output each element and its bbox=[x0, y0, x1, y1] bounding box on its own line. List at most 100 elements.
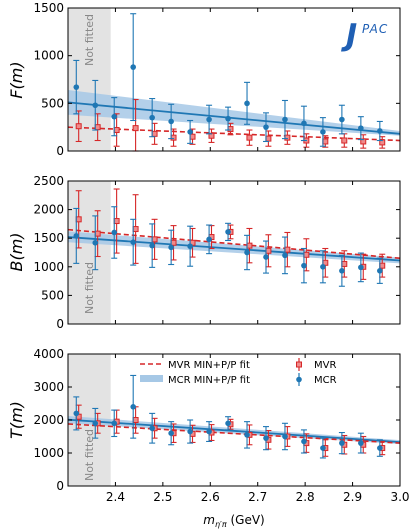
jpac-logo: J PAC bbox=[341, 18, 388, 53]
mcr-point bbox=[339, 116, 345, 123]
mcr-point bbox=[149, 425, 155, 432]
mcr-fit-line bbox=[68, 236, 400, 262]
y-tick-label: 1000 bbox=[33, 49, 64, 63]
x-tick-label: 3.0 bbox=[390, 490, 409, 504]
mvr-point bbox=[94, 230, 101, 237]
mvr-point bbox=[265, 135, 272, 142]
mvr-point bbox=[265, 247, 272, 254]
mcr-point bbox=[206, 116, 212, 123]
mcr-fit-line bbox=[68, 101, 400, 135]
mcr-point bbox=[320, 445, 326, 451]
y-tick-label: 1500 bbox=[33, 1, 64, 15]
x-tick-label: 2.7 bbox=[248, 490, 267, 504]
panel-frame bbox=[67, 7, 401, 152]
mvr-point bbox=[132, 417, 139, 423]
mcr-fit-band bbox=[68, 231, 400, 264]
x-tick-label: 2.6 bbox=[201, 490, 220, 504]
mcr-point bbox=[339, 268, 345, 274]
y-axis-label: T(m) bbox=[7, 401, 26, 439]
mcr-fit-band bbox=[68, 89, 400, 136]
legend-mcr-label: MCR bbox=[314, 375, 337, 386]
mvr-point bbox=[113, 218, 120, 225]
mcr-point bbox=[168, 118, 174, 125]
mcr-point bbox=[130, 404, 136, 410]
mvr-point bbox=[132, 226, 139, 233]
not-fitted-region bbox=[68, 8, 111, 151]
legend-mvr-marker bbox=[296, 361, 302, 368]
mcr-point bbox=[263, 254, 269, 260]
x-tick-label: 2.5 bbox=[153, 490, 172, 504]
mvr-point bbox=[284, 134, 291, 141]
mvr-point bbox=[132, 125, 139, 132]
y-tick-label: 1500 bbox=[33, 231, 64, 245]
mcr-point bbox=[168, 244, 174, 251]
mvr-point bbox=[360, 138, 367, 145]
mvr-point bbox=[151, 130, 158, 137]
legend-mcr-fit-swatch bbox=[140, 375, 163, 382]
mcr-point bbox=[225, 420, 231, 427]
mcr-point bbox=[187, 243, 193, 250]
mcr-point bbox=[377, 445, 383, 451]
x-tick-label: 2.9 bbox=[343, 490, 362, 504]
legend-mcr-marker bbox=[296, 376, 302, 383]
mcr-point bbox=[225, 115, 231, 122]
y-axis-label: F(m) bbox=[7, 61, 26, 98]
mcr-point bbox=[111, 420, 118, 427]
mcr-point bbox=[320, 264, 326, 270]
mvr-point bbox=[284, 246, 291, 253]
legend-mvr-label: MVR bbox=[314, 360, 336, 371]
y-tick-label: 2000 bbox=[33, 203, 64, 217]
mcr-point bbox=[282, 116, 288, 123]
x-axis-label: mη′π (GeV) bbox=[203, 513, 264, 529]
y-tick-label: 500 bbox=[41, 96, 64, 110]
mvr-point bbox=[227, 126, 234, 133]
y-tick-label: 1000 bbox=[33, 446, 64, 460]
mcr-point bbox=[358, 264, 364, 271]
mcr-point bbox=[282, 433, 288, 440]
y-tick-label: 1000 bbox=[33, 260, 64, 274]
y-tick-label: 2000 bbox=[33, 413, 64, 427]
mvr-point bbox=[379, 139, 386, 146]
svg-text:J: J bbox=[341, 18, 357, 53]
mcr-point bbox=[187, 129, 193, 135]
y-tick-label: 0 bbox=[56, 479, 64, 493]
y-tick-label: 0 bbox=[56, 317, 64, 331]
mvr-point bbox=[75, 216, 82, 223]
mvr-point bbox=[341, 260, 348, 267]
mcr-point bbox=[377, 128, 383, 134]
mvr-point bbox=[208, 132, 215, 139]
y-tick-label: 2500 bbox=[33, 174, 64, 188]
mcr-point bbox=[92, 239, 99, 246]
y-axis-label: B(m) bbox=[7, 232, 26, 271]
mcr-point bbox=[358, 125, 364, 131]
mcr-point bbox=[377, 268, 383, 274]
mcr-point bbox=[73, 233, 80, 239]
mcr-point bbox=[263, 435, 269, 441]
mcr-point bbox=[130, 64, 136, 70]
legend-mvr-fit-label: MVR MIN+P/P fit bbox=[168, 360, 250, 371]
mvr-point bbox=[246, 134, 253, 141]
x-tick-label: 2.8 bbox=[296, 490, 315, 504]
x-tick-label: 2.4 bbox=[106, 490, 125, 504]
mcr-point bbox=[244, 100, 250, 107]
panel-t: Not fitted 0 1000 2000 3000 4000 2.4 2.5 2.6 2.… bbox=[7, 347, 410, 504]
mcr-point bbox=[225, 229, 231, 235]
mvr-point bbox=[341, 137, 348, 144]
mvr-point bbox=[189, 133, 196, 140]
not-fitted-label: Not fitted bbox=[83, 262, 96, 314]
mcr-point bbox=[149, 114, 155, 121]
panel-f: Not fitted 0 500 1000 1500 F(m) J PAC bbox=[7, 1, 401, 158]
mvr-point bbox=[151, 236, 158, 243]
mvr-point bbox=[322, 138, 329, 145]
legend: MVR MIN+P/P fit MCR MIN+P/P fit MVR MCR bbox=[140, 358, 337, 386]
mcr-point bbox=[92, 102, 99, 109]
not-fitted-label: Not fitted bbox=[83, 14, 96, 66]
mvr-point bbox=[113, 127, 120, 134]
mcr-point bbox=[149, 242, 155, 249]
svg-text:PAC: PAC bbox=[362, 22, 388, 36]
mcr-point bbox=[244, 249, 250, 256]
mvr-point bbox=[75, 123, 82, 130]
mcr-point bbox=[244, 432, 250, 438]
mcr-point bbox=[339, 440, 345, 446]
